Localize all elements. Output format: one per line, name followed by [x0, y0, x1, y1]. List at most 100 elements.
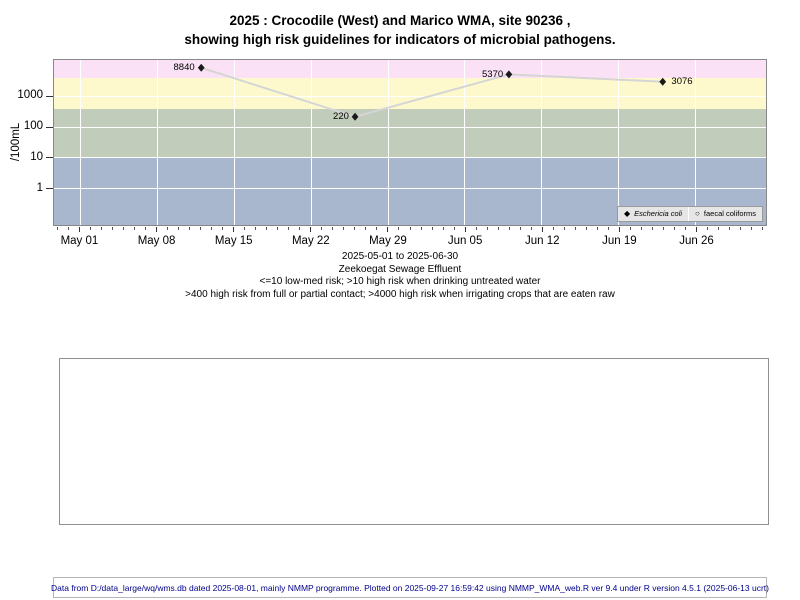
- legend-label-faecal-coliforms: faecal coliforms: [703, 209, 756, 218]
- chart-caption: 2025-05-01 to 2025-06-30 Zeekoegat Sewag…: [0, 251, 800, 301]
- x-axis-tick-major: [387, 227, 389, 232]
- data-point-marker: [659, 77, 667, 86]
- x-axis-tick-minor: [266, 227, 268, 230]
- empty-panel: [59, 358, 769, 525]
- plot-area: ◆ Eschericia coli ○ faecal coliforms 884…: [53, 59, 767, 226]
- y-gridline: [54, 96, 766, 98]
- x-axis-tick-minor: [563, 227, 565, 230]
- filled-diamond-icon: ◆: [623, 209, 631, 218]
- x-gridline: [156, 60, 158, 225]
- x-tick-label: Jun 12: [524, 235, 560, 247]
- x-axis-tick-minor: [89, 227, 91, 230]
- series-polyline: [200, 66, 663, 118]
- data-point-marker: [197, 63, 205, 72]
- x-axis-tick-minor: [475, 227, 477, 230]
- x-axis-tick-minor: [365, 227, 367, 230]
- legend-item-faecal-coliforms: ○ faecal coliforms: [689, 207, 762, 221]
- caption-site-name: Zeekoegat Sewage Effluent: [338, 263, 462, 275]
- legend-label-ecoli: Eschericia coli: [634, 209, 683, 218]
- x-axis-tick-major: [541, 227, 543, 232]
- x-axis-tick-minor: [442, 227, 444, 230]
- y-tick-label: 1000: [17, 89, 43, 102]
- x-tick-label: May 29: [369, 235, 407, 247]
- x-tick-label: May 08: [137, 235, 176, 247]
- caption-risk-line2: >400 high risk from full or partial cont…: [185, 288, 615, 300]
- x-axis-tick-minor: [200, 227, 202, 230]
- x-axis-tick-major: [310, 227, 312, 232]
- data-point-label: 8840: [173, 61, 195, 73]
- x-tick-label: May 01: [60, 235, 99, 247]
- y-gridline: [54, 187, 766, 189]
- x-axis-tick-minor: [662, 227, 664, 230]
- x-axis-tick-minor: [519, 227, 521, 230]
- y-tick-label: 1: [36, 181, 43, 194]
- x-axis-tick-minor: [332, 227, 334, 230]
- data-point-label: 220: [333, 111, 349, 123]
- open-circle-icon: ○: [695, 209, 700, 218]
- y-gridline: [54, 157, 766, 159]
- x-axis-tick-minor: [552, 227, 554, 230]
- x-axis-tick-minor: [453, 227, 455, 230]
- y-axis-tick: [46, 126, 53, 128]
- x-axis-tick-minor: [343, 227, 345, 230]
- footer-box: Data from D:/data_large/wq/wms.db dated …: [51, 577, 769, 598]
- x-axis-tick-minor: [167, 227, 169, 230]
- x-axis-tick-major: [695, 227, 697, 232]
- x-axis-tick-minor: [740, 227, 742, 230]
- x-tick-label: May 22: [291, 235, 330, 247]
- x-gridline: [387, 60, 389, 225]
- x-axis-tick-minor: [321, 227, 323, 230]
- risk-band-0: [54, 60, 766, 79]
- x-axis-tick-minor: [751, 227, 753, 230]
- chart-legend: ◆ Eschericia coli ○ faecal coliforms: [616, 206, 763, 222]
- x-axis-tick-minor: [585, 227, 587, 230]
- y-axis-tick: [46, 188, 53, 190]
- x-gridline: [79, 60, 81, 225]
- x-axis-tick-minor: [607, 227, 609, 230]
- x-axis-tick-minor: [354, 227, 356, 230]
- x-gridline: [464, 60, 466, 225]
- y-tick-label: 10: [30, 150, 43, 163]
- x-axis-tick-major: [156, 227, 158, 232]
- x-axis-tick-minor: [100, 227, 102, 230]
- x-axis-tick-minor: [112, 227, 113, 230]
- x-axis-tick-minor: [222, 227, 224, 230]
- risk-band-1: [54, 78, 766, 109]
- x-axis-tick-minor: [508, 227, 510, 230]
- x-axis-tick-major: [464, 227, 466, 232]
- ecoli-series-line: [197, 63, 667, 121]
- x-tick-label: May 15: [214, 235, 253, 247]
- x-axis-tick-minor: [145, 227, 147, 230]
- x-axis-tick-minor: [486, 227, 488, 230]
- x-tick-label: Jun 19: [602, 235, 637, 247]
- x-axis-tick-minor: [420, 227, 422, 230]
- x-gridline: [310, 60, 312, 225]
- x-gridline: [618, 60, 620, 225]
- x-axis-tick-minor: [189, 227, 191, 230]
- y-axis-tick: [46, 95, 53, 97]
- x-gridline: [541, 60, 543, 225]
- y-gridline: [54, 126, 766, 128]
- footer-note: Data from D:/data_large/wq/wms.db dated …: [51, 582, 769, 593]
- x-axis-tick-minor: [651, 227, 653, 230]
- x-axis-tick-minor: [673, 227, 675, 230]
- x-axis-tick-major: [78, 227, 80, 232]
- y-tick-label: 100: [23, 120, 43, 133]
- risk-band-2: [54, 108, 766, 158]
- x-axis-tick-minor: [277, 227, 279, 230]
- x-axis-tick-minor: [255, 227, 257, 230]
- x-axis-tick-minor: [718, 227, 720, 230]
- x-axis-tick-minor: [178, 227, 180, 230]
- x-axis-tick-minor: [211, 227, 213, 230]
- x-axis-tick-minor: [497, 227, 499, 230]
- x-axis-tick-minor: [574, 227, 576, 230]
- x-axis-tick-minor: [431, 227, 433, 230]
- x-axis-tick-minor: [299, 227, 301, 230]
- x-axis-tick-minor: [244, 227, 246, 230]
- legend-item-ecoli: ◆ Eschericia coli: [618, 207, 688, 221]
- caption-risk-line1: <=10 low-med risk; >10 high risk when dr…: [259, 276, 541, 288]
- legend-divider: [688, 207, 690, 221]
- data-point-label: 5370: [482, 68, 504, 80]
- data-point-marker: [351, 112, 359, 121]
